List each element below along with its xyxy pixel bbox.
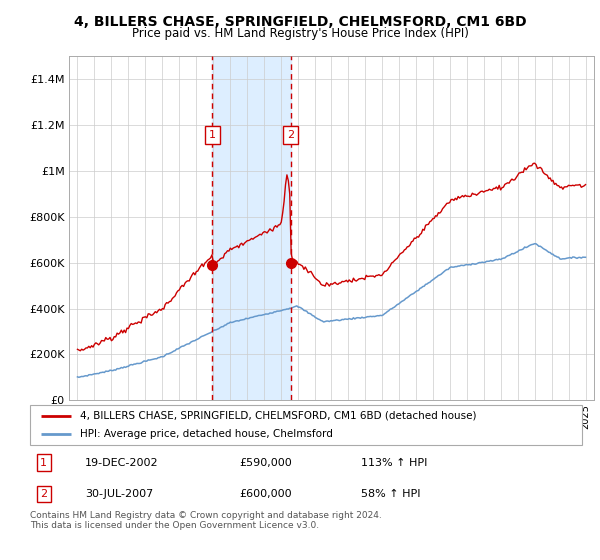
Text: 4, BILLERS CHASE, SPRINGFIELD, CHELMSFORD, CM1 6BD: 4, BILLERS CHASE, SPRINGFIELD, CHELMSFOR…	[74, 15, 526, 29]
Text: £590,000: £590,000	[240, 458, 293, 468]
Text: 1: 1	[40, 458, 47, 468]
Text: Contains HM Land Registry data © Crown copyright and database right 2024.
This d: Contains HM Land Registry data © Crown c…	[30, 511, 382, 530]
Text: 2: 2	[40, 489, 47, 499]
Text: £600,000: £600,000	[240, 489, 292, 499]
Text: 2: 2	[287, 130, 294, 140]
FancyBboxPatch shape	[30, 405, 582, 445]
Text: 4, BILLERS CHASE, SPRINGFIELD, CHELMSFORD, CM1 6BD (detached house): 4, BILLERS CHASE, SPRINGFIELD, CHELMSFOR…	[80, 411, 476, 421]
Text: 1: 1	[209, 130, 216, 140]
Text: 58% ↑ HPI: 58% ↑ HPI	[361, 489, 421, 499]
Text: 19-DEC-2002: 19-DEC-2002	[85, 458, 159, 468]
Text: 30-JUL-2007: 30-JUL-2007	[85, 489, 154, 499]
Bar	[212, 56, 290, 400]
Text: Price paid vs. HM Land Registry's House Price Index (HPI): Price paid vs. HM Land Registry's House …	[131, 27, 469, 40]
Text: 113% ↑ HPI: 113% ↑ HPI	[361, 458, 428, 468]
Text: HPI: Average price, detached house, Chelmsford: HPI: Average price, detached house, Chel…	[80, 430, 332, 439]
